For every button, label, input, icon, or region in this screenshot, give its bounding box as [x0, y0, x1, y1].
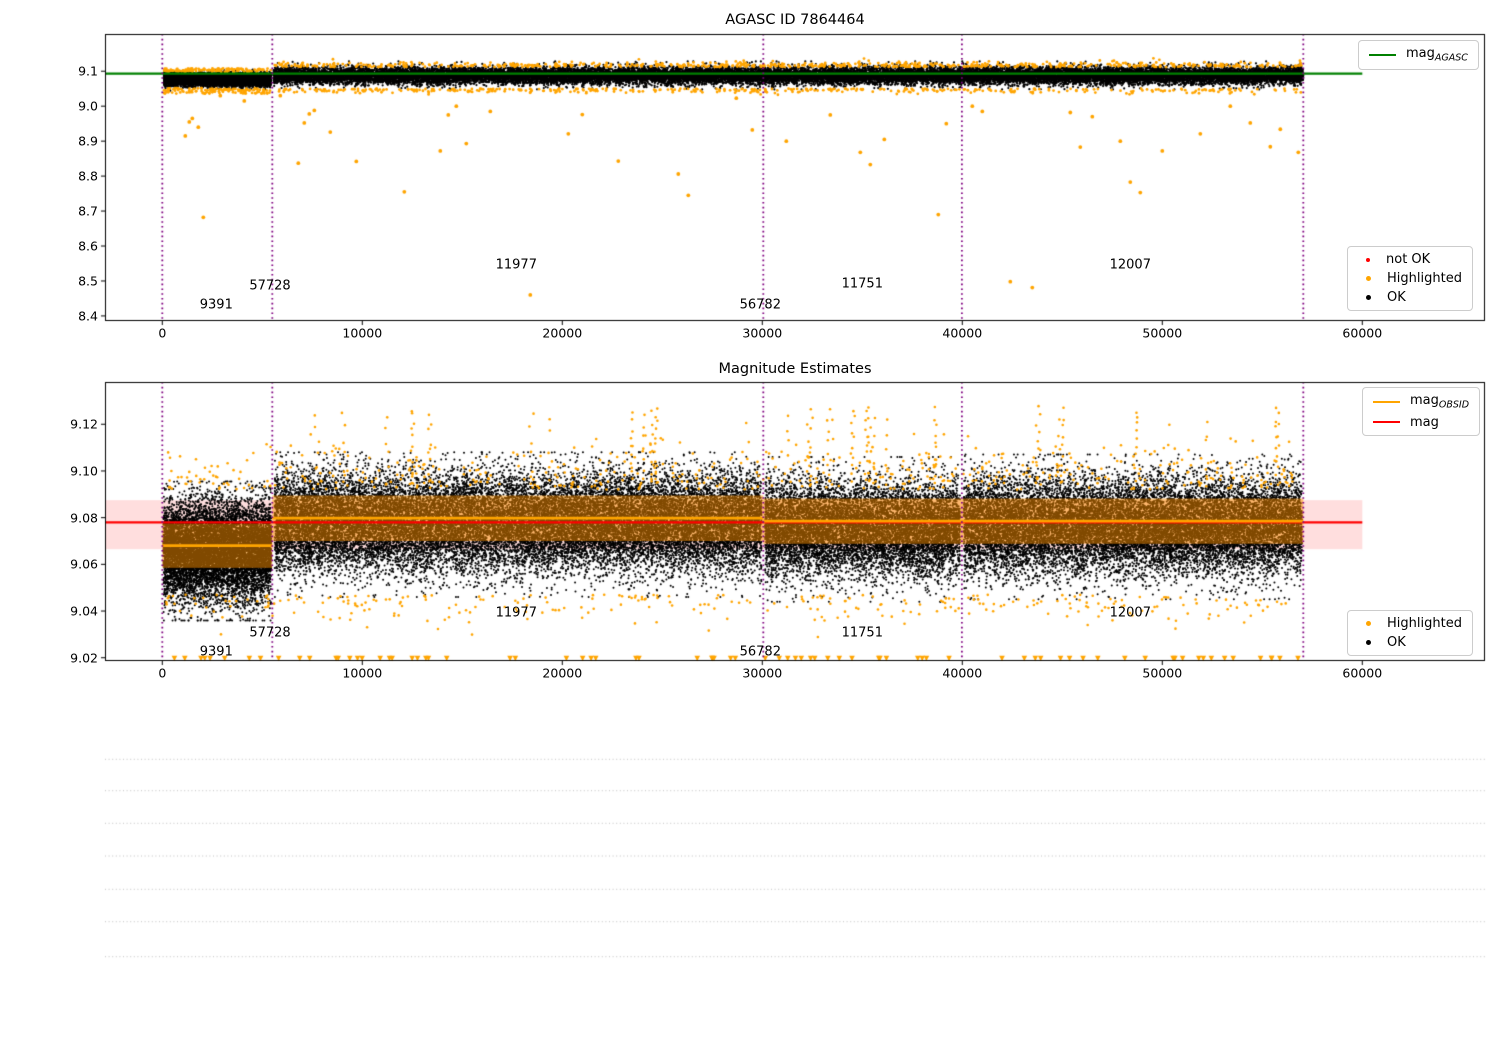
green-line-sample	[1369, 53, 1396, 56]
legend-label: mag	[1410, 414, 1439, 430]
y-tick-label: 9.10	[70, 463, 98, 479]
red-line-sample	[1373, 421, 1400, 424]
plot1-title: AGASC ID 7864464	[725, 12, 865, 28]
legend-label: magAGASC	[1406, 46, 1468, 64]
legend-plot1-markers: not OK Highlighted OK	[1347, 246, 1473, 311]
orange-dot-sample	[1366, 621, 1371, 626]
x-tick-label: 20000	[542, 325, 583, 341]
legend-plot2-markers: Highlighted OK	[1347, 610, 1473, 656]
obsid-label: 12007	[1109, 605, 1151, 621]
x-tick-label: 10000	[342, 665, 383, 681]
black-dot-sample	[1366, 295, 1371, 300]
y-tick-label: 9.12	[70, 416, 98, 432]
obsid-label: 11977	[495, 605, 537, 621]
legend-label: not OK	[1386, 252, 1431, 267]
obsid-label: 9391	[199, 297, 233, 313]
x-tick-label: 20000	[542, 665, 583, 681]
x-tick-label: 0	[158, 665, 167, 681]
y-tick-label: 9.06	[70, 556, 98, 572]
obsid-label: 11751	[841, 276, 883, 292]
obsid-label: 11751	[841, 625, 883, 641]
legend-label: Highlighted	[1387, 271, 1462, 286]
obsid-label: 57728	[249, 625, 291, 641]
y-tick-label: 9.08	[70, 510, 98, 526]
obsid-label: 11977	[495, 257, 537, 273]
obsid-label: 56782	[739, 644, 781, 660]
obsid-label: 12007	[1109, 257, 1151, 273]
legend-mag-agasc: magAGASC	[1358, 40, 1479, 70]
x-tick-label: 30000	[742, 325, 783, 341]
obsid-label: 57728	[249, 278, 291, 294]
x-tick-label: 40000	[942, 325, 983, 341]
x-tick-label: 50000	[1142, 325, 1183, 341]
plot2-title: Magnitude Estimates	[718, 361, 872, 377]
y-tick-label: 8.7	[78, 203, 98, 219]
black-dot-sample	[1366, 640, 1371, 645]
x-tick-label: 30000	[742, 665, 783, 681]
y-tick-label: 8.6	[78, 238, 98, 254]
obsid-label: 56782	[739, 297, 781, 313]
y-tick-label: 8.5	[78, 273, 98, 289]
x-tick-label: 0	[158, 325, 167, 341]
obsid-label: 9391	[199, 644, 233, 660]
x-tick-label: 40000	[942, 665, 983, 681]
y-tick-label: 8.8	[78, 168, 98, 184]
legend-label: OK	[1387, 635, 1406, 650]
legend-label: Highlighted	[1387, 616, 1462, 631]
x-tick-label: 60000	[1342, 325, 1383, 341]
red-dot-sample	[1366, 257, 1370, 262]
y-tick-label: 9.0	[78, 98, 98, 114]
x-tick-label: 50000	[1142, 665, 1183, 681]
orange-dot-sample	[1366, 276, 1371, 281]
legend-label: magOBSID	[1410, 393, 1470, 411]
legend-mag-obsid: magOBSID mag	[1362, 387, 1481, 436]
y-tick-label: 9.1	[78, 63, 98, 79]
y-tick-label: 8.9	[78, 133, 98, 149]
y-tick-label: 8.4	[78, 308, 98, 324]
legend-label: OK	[1387, 290, 1406, 305]
y-tick-label: 9.02	[70, 650, 98, 666]
x-tick-label: 60000	[1342, 665, 1383, 681]
orange-line-sample	[1373, 400, 1400, 403]
y-tick-label: 9.04	[70, 603, 98, 619]
x-tick-label: 10000	[342, 325, 383, 341]
